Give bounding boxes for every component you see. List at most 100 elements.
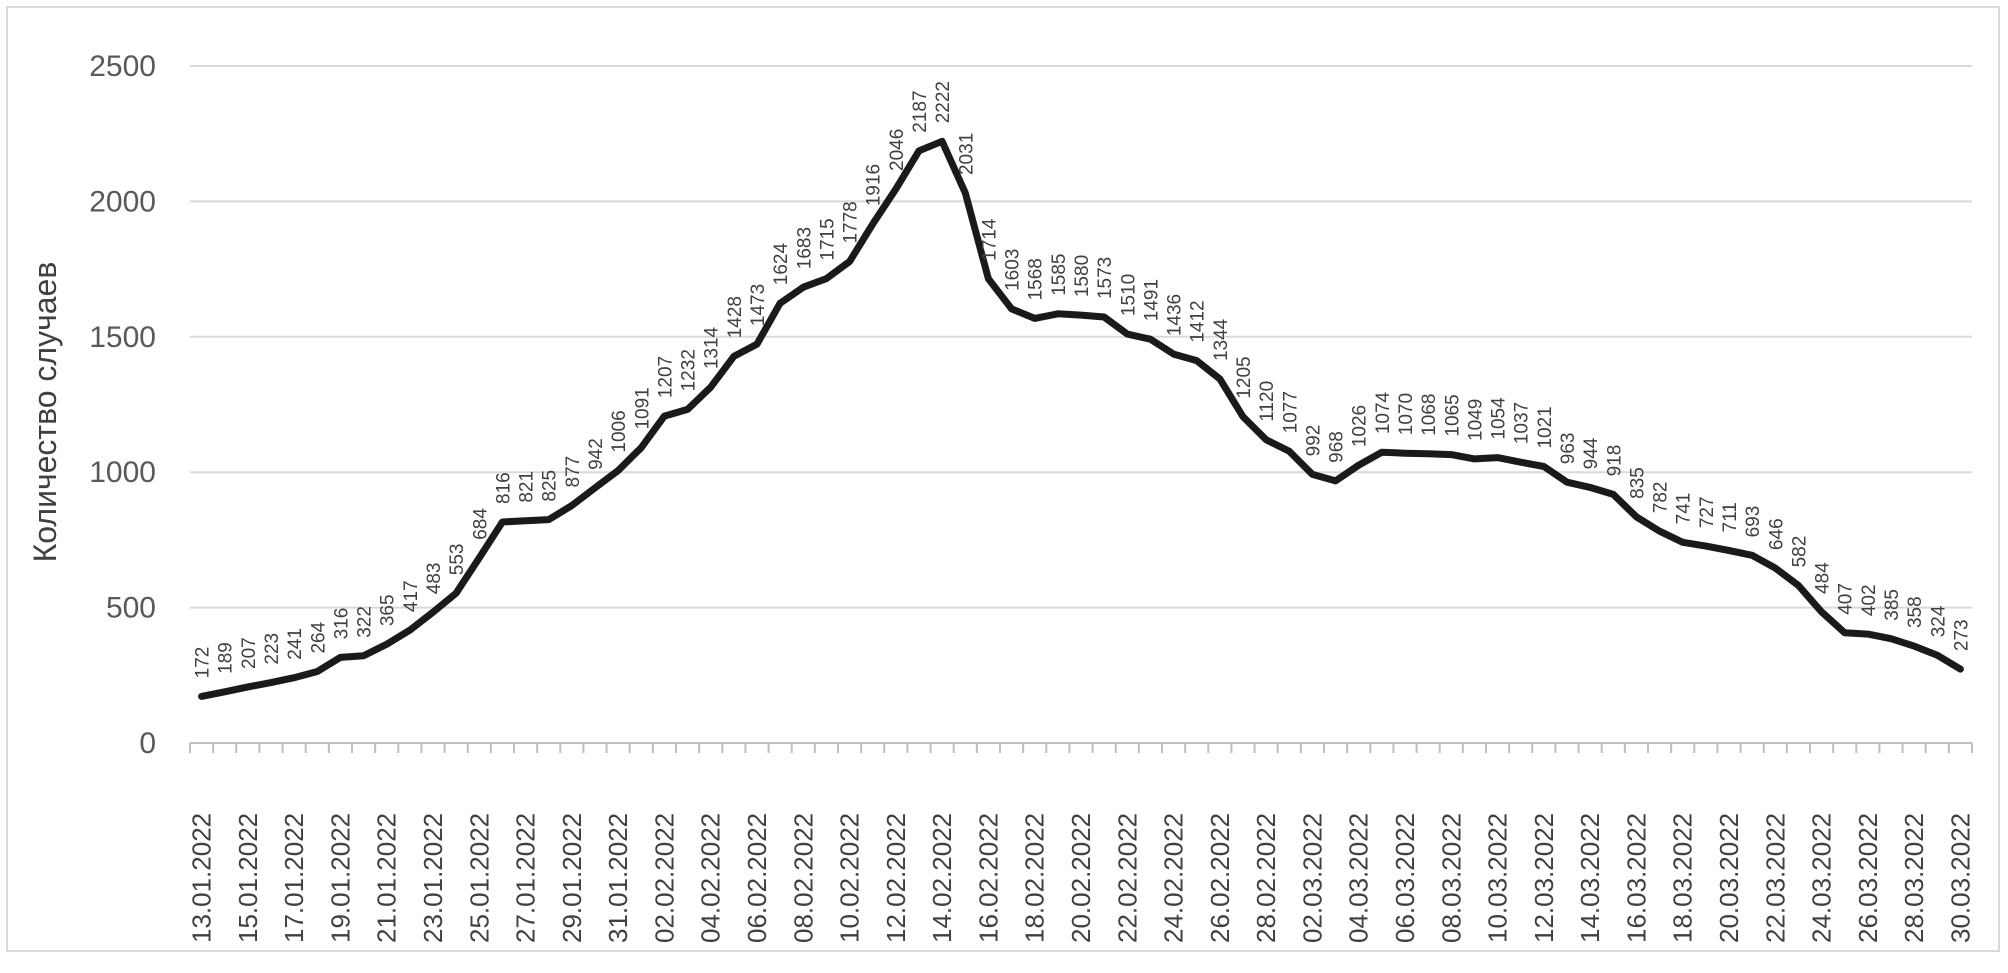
data-label: 1510 — [1118, 274, 1139, 316]
data-label: 1683 — [794, 227, 815, 269]
data-label: 821 — [517, 471, 538, 503]
data-label: 223 — [262, 633, 283, 665]
x-tick-label: 12.03.2022 — [1529, 813, 1559, 943]
data-label: 877 — [563, 456, 584, 488]
x-tick-label: 14.03.2022 — [1575, 813, 1605, 943]
data-label: 322 — [355, 606, 376, 638]
data-label: 1580 — [1072, 255, 1093, 297]
x-tick-label: 30.03.2022 — [1945, 813, 1975, 943]
data-label: 1428 — [725, 296, 746, 338]
x-tick-label: 20.02.2022 — [1066, 813, 1096, 943]
x-tick-label: 26.02.2022 — [1205, 813, 1235, 943]
series-line — [198, 137, 1964, 700]
series-line-path — [198, 137, 1964, 700]
x-tick-label: 28.03.2022 — [1899, 813, 1929, 943]
data-label: 646 — [1766, 518, 1787, 550]
data-label: 2222 — [933, 81, 954, 123]
x-tick-label: 22.02.2022 — [1112, 813, 1142, 943]
x-tick-label: 18.03.2022 — [1668, 813, 1698, 943]
data-label: 693 — [1743, 506, 1764, 538]
data-label: 1037 — [1512, 402, 1533, 444]
x-tick-label: 23.01.2022 — [418, 813, 448, 943]
data-label: 1068 — [1419, 394, 1440, 436]
data-label: 1573 — [1095, 257, 1116, 299]
x-tick-label: 31.01.2022 — [603, 813, 633, 943]
data-label: 1049 — [1465, 399, 1486, 441]
data-label: 1077 — [1280, 391, 1301, 433]
x-tick-label: 02.03.2022 — [1297, 813, 1327, 943]
data-label: 918 — [1604, 445, 1625, 477]
data-label: 1207 — [655, 356, 676, 398]
data-label: 825 — [540, 470, 561, 502]
data-label: 992 — [1303, 425, 1324, 457]
data-label: 2046 — [887, 129, 908, 171]
x-tick-label: 20.03.2022 — [1714, 813, 1744, 943]
x-tick-label: 28.02.2022 — [1251, 813, 1281, 943]
y-tick-label: 2000 — [89, 185, 156, 218]
data-label: 273 — [1951, 619, 1972, 651]
data-label: 968 — [1327, 431, 1348, 463]
data-label: 1568 — [1026, 258, 1047, 300]
x-axis — [189, 742, 1973, 753]
data-label: 172 — [193, 647, 214, 679]
data-label: 835 — [1627, 467, 1648, 499]
data-label: 1491 — [1141, 279, 1162, 321]
data-label: 1436 — [1165, 294, 1186, 336]
x-tick-label: 02.02.2022 — [649, 813, 679, 943]
data-label: 1714 — [979, 218, 1000, 261]
data-label: 1074 — [1373, 391, 1394, 434]
y-tick-label: 1500 — [89, 321, 156, 354]
x-tick-label: 04.03.2022 — [1344, 813, 1374, 943]
data-label: 2187 — [910, 90, 931, 132]
data-label: 1070 — [1396, 393, 1417, 435]
x-tick-label: 12.02.2022 — [881, 813, 911, 943]
data-label: 417 — [401, 580, 422, 612]
data-label: 963 — [1558, 433, 1579, 465]
x-tick-label: 24.02.2022 — [1159, 813, 1189, 943]
data-label: 241 — [285, 628, 306, 660]
x-tick-label: 10.03.2022 — [1483, 813, 1513, 943]
gridlines — [190, 65, 1972, 609]
data-label: 189 — [216, 642, 237, 674]
x-tick-label: 18.02.2022 — [1020, 813, 1050, 943]
x-tick-label: 27.01.2022 — [511, 813, 541, 943]
data-label: 741 — [1674, 493, 1695, 525]
x-tick-label: 26.03.2022 — [1853, 813, 1883, 943]
x-tick-label: 06.03.2022 — [1390, 813, 1420, 943]
x-axis-ticks: 13.01.2022 15.01.2022 17.01.2022 19.01.2022… — [187, 813, 1976, 943]
x-tick-label: 16.02.2022 — [973, 813, 1003, 943]
data-label: 264 — [308, 621, 329, 653]
x-tick-label: 13.01.2022 — [187, 813, 217, 943]
x-tick-label: 17.01.2022 — [279, 813, 309, 943]
data-label: 1624 — [771, 243, 792, 286]
x-tick-label: 14.02.2022 — [927, 813, 957, 943]
data-label: 782 — [1651, 482, 1672, 514]
chart-frame — [6, 6, 2000, 952]
data-label: 727 — [1697, 496, 1718, 528]
y-axis-title: Количество случаев — [27, 262, 63, 563]
x-tick-label: 08.02.2022 — [788, 813, 818, 943]
x-tick-label: 19.01.2022 — [325, 813, 355, 943]
data-label: 1026 — [1350, 405, 1371, 447]
data-label: 1715 — [817, 218, 838, 260]
x-tick-label: 29.01.2022 — [557, 813, 587, 943]
x-tick-label: 16.03.2022 — [1621, 813, 1651, 943]
data-label: 324 — [1928, 605, 1949, 637]
x-tick-label: 21.01.2022 — [372, 813, 402, 943]
data-label: 942 — [586, 438, 607, 470]
data-label: 1778 — [841, 201, 862, 243]
data-label: 1344 — [1211, 318, 1232, 361]
data-labels: 172 189 207 223 241 264 316 322 365 4174835536848… — [193, 81, 1973, 678]
y-tick-label: 500 — [106, 592, 156, 625]
data-label: 316 — [331, 608, 352, 640]
data-label: 1091 — [632, 387, 653, 429]
data-label: 207 — [239, 637, 260, 669]
x-tick-label: 25.01.2022 — [464, 813, 494, 943]
data-label: 1232 — [679, 349, 700, 391]
x-tick-label: 04.02.2022 — [696, 813, 726, 943]
y-tick-label: 2500 — [89, 50, 156, 83]
data-label: 1314 — [702, 326, 723, 369]
data-label: 1205 — [1234, 356, 1255, 398]
data-label: 1473 — [748, 284, 769, 326]
